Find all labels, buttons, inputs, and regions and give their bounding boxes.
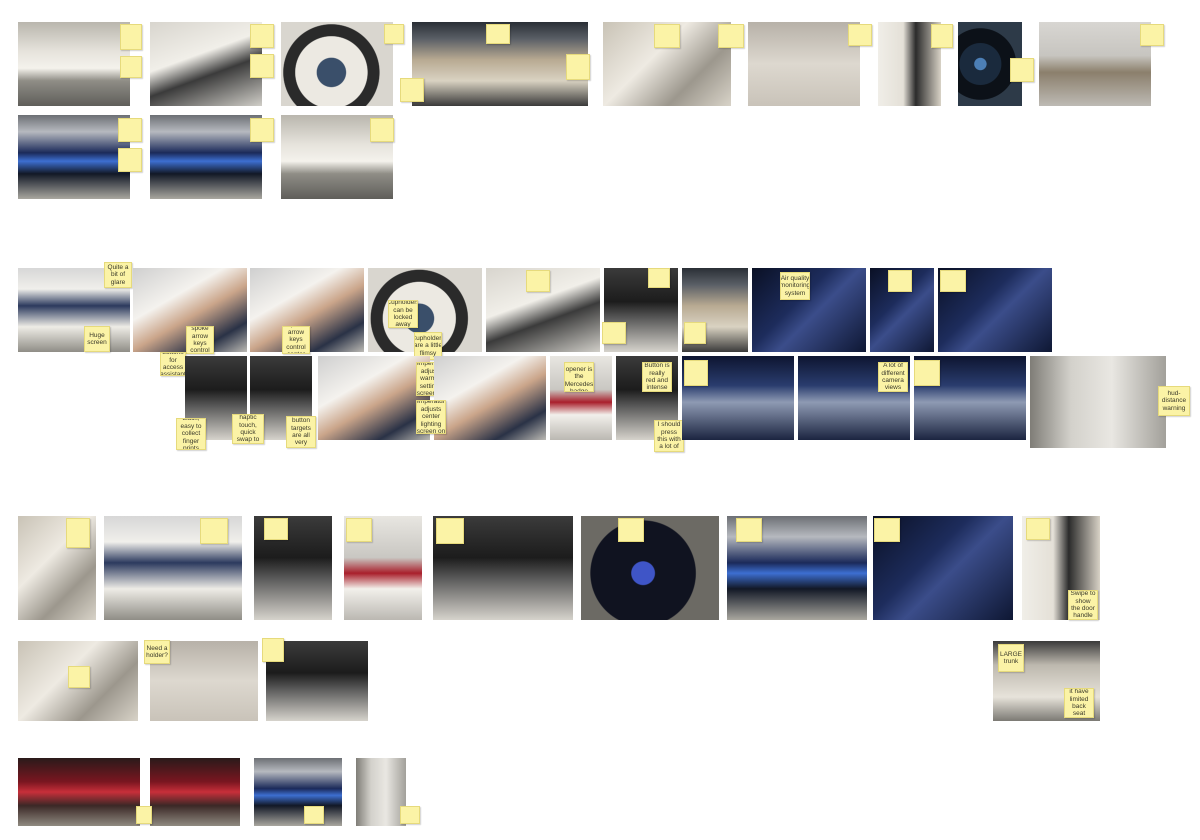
- sticky-note[interactable]: [940, 270, 966, 292]
- note-trunk-limited[interactable]: So does it have limited back seat space: [1064, 688, 1094, 718]
- sticky-note[interactable]: [136, 806, 152, 824]
- sticky-note[interactable]: [262, 638, 284, 662]
- sticky-note[interactable]: [250, 118, 274, 142]
- note-air-quality[interactable]: Air quality monitoring system: [780, 272, 810, 300]
- photo-ambient-red-dash[interactable]: [18, 758, 140, 826]
- photo-hud-warning[interactable]: [1030, 356, 1166, 448]
- sticky-note[interactable]: [486, 24, 510, 44]
- note-need-holder[interactable]: Need a holder?: [144, 640, 170, 664]
- note-huge-screen[interactable]: Huge screen: [84, 326, 110, 352]
- note-swipe-handle[interactable]: Swipe to show the door handle: [1068, 590, 1098, 620]
- photo-ambient-red-rear[interactable]: [150, 758, 240, 826]
- sticky-note[interactable]: [1140, 24, 1164, 46]
- note-glare[interactable]: Quite a bit of glare: [104, 262, 132, 288]
- sticky-note[interactable]: [874, 518, 900, 542]
- sticky-note[interactable]: [200, 518, 228, 544]
- photo-hands-on-wheel[interactable]: [254, 758, 342, 826]
- note-right-spoke[interactable]: Right spoke arrow keys control center hi…: [282, 326, 310, 354]
- note-wheel-temp-2[interactable]: Wheel temperature adjusts center lightin…: [416, 400, 446, 434]
- photo-phone-charger[interactable]: [581, 516, 719, 620]
- sticky-note[interactable]: [526, 270, 550, 292]
- sticky-note[interactable]: [684, 322, 706, 344]
- sticky-note[interactable]: [120, 56, 142, 78]
- photo-dashboard-blue-1[interactable]: [18, 115, 130, 199]
- note-feel-caution[interactable]: I feel like I should press this with a l…: [654, 420, 684, 452]
- note-button-red[interactable]: Button is really red and intense: [642, 362, 672, 392]
- photo-headliner[interactable]: [748, 22, 860, 106]
- sticky-note[interactable]: [602, 322, 626, 344]
- sticky-note[interactable]: [400, 806, 420, 824]
- sticky-note[interactable]: [304, 806, 324, 824]
- sticky-note[interactable]: [66, 518, 90, 548]
- photo-wheel-puddle[interactable]: [1039, 22, 1151, 106]
- photo-dashboard-blue-2[interactable]: [150, 115, 262, 199]
- photo-door-handle-2[interactable]: [356, 758, 406, 826]
- note-hud-warning[interactable]: hud-distance warning: [1158, 386, 1190, 416]
- sticky-note[interactable]: [68, 666, 90, 688]
- sticky-note[interactable]: [250, 24, 274, 48]
- sticky-note[interactable]: [848, 24, 872, 46]
- sticky-note[interactable]: [648, 268, 670, 288]
- photo-car-wheel[interactable]: [150, 22, 262, 106]
- sticky-note[interactable]: [1026, 518, 1050, 540]
- sticky-note[interactable]: [914, 360, 940, 386]
- sticky-note[interactable]: [718, 24, 744, 48]
- sticky-note[interactable]: [931, 24, 953, 48]
- sticky-note[interactable]: [436, 518, 464, 544]
- sticky-note[interactable]: [654, 24, 680, 48]
- sticky-note[interactable]: [384, 24, 404, 44]
- note-trunk-opener[interactable]: Trunk opener is the Mercedes badge: [564, 362, 594, 392]
- photo-car-rear[interactable]: [18, 22, 130, 106]
- note-small-targets[interactable]: The button targets are all very small: [286, 416, 316, 448]
- note-cupholders-locked[interactable]: Cupholders can be locked away: [388, 300, 418, 328]
- sticky-note[interactable]: [1010, 58, 1034, 82]
- sticky-note[interactable]: [346, 518, 372, 542]
- sticky-note[interactable]: [118, 148, 142, 172]
- note-cupholders-flimsy[interactable]: Cupholders are a little flimsy: [414, 332, 442, 360]
- note-glossy-black[interactable]: All on gloss black, easy to collect fing…: [176, 418, 206, 450]
- note-left-spoke[interactable]: Left spoke arrow keys control meter: [186, 326, 214, 354]
- sticky-note[interactable]: [736, 518, 762, 542]
- note-large-trunk[interactable]: LARGE trunk: [998, 644, 1024, 672]
- sticky-note[interactable]: [264, 518, 288, 540]
- sticky-note[interactable]: [400, 78, 424, 102]
- sticky-note[interactable]: [120, 24, 142, 50]
- note-haptic-buttons[interactable]: Buttons are all haptic touch, quick swap…: [232, 414, 264, 444]
- sticky-note[interactable]: [566, 54, 590, 80]
- photo-cupholder-bottle[interactable]: [281, 22, 393, 106]
- photo-open-door[interactable]: [878, 22, 941, 106]
- photo-wheel-touch-2[interactable]: [434, 356, 546, 440]
- sticky-note[interactable]: [684, 360, 708, 386]
- sticky-note[interactable]: [888, 270, 912, 292]
- note-camera-views[interactable]: A lot of different camera views: [878, 362, 908, 392]
- sticky-note[interactable]: [370, 118, 394, 142]
- sticky-note[interactable]: [618, 518, 644, 542]
- sticky-note[interactable]: [250, 54, 274, 78]
- sticky-note[interactable]: [118, 118, 142, 142]
- note-quick-buttons[interactable]: Quick buttons for access assistant funct…: [160, 352, 186, 376]
- photo-wheel-touch-1[interactable]: [318, 356, 430, 440]
